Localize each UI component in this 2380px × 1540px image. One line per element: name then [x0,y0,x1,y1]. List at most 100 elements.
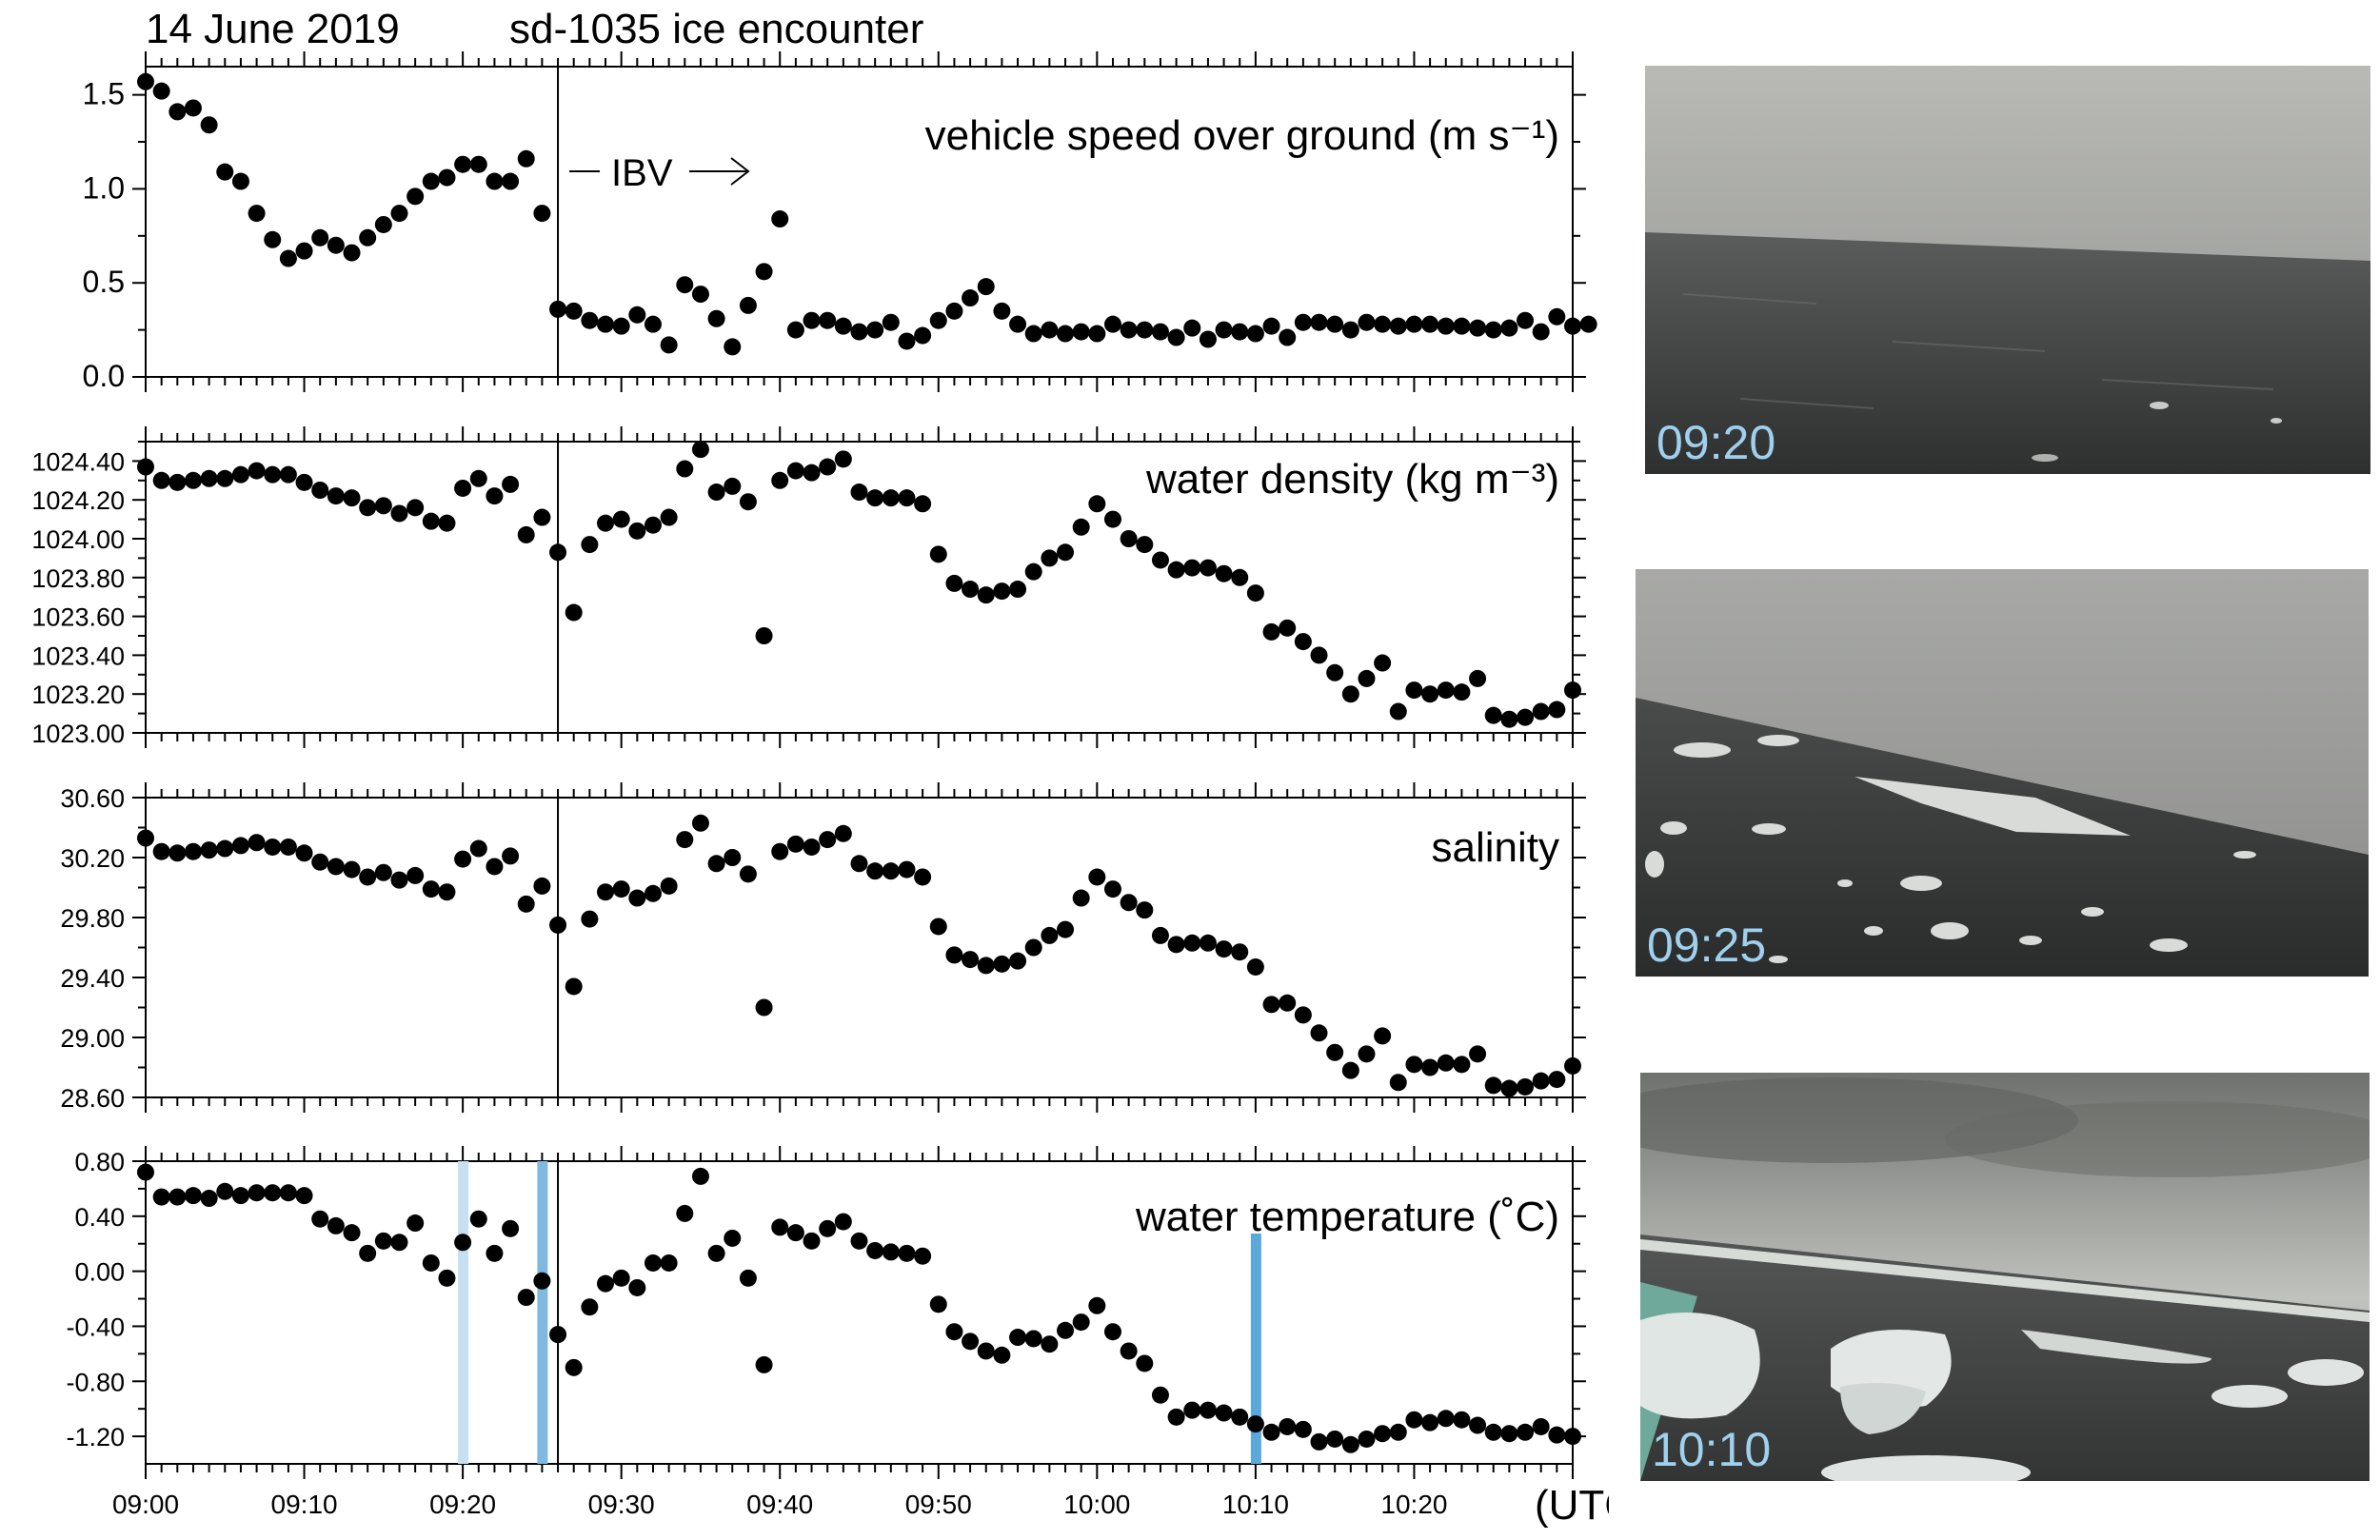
data-point [676,460,694,478]
x-tick-label: 09:40 [746,1490,813,1519]
data-point [407,866,425,884]
data-point [644,516,662,534]
data-point [533,508,551,526]
x-tick-label: 09:30 [588,1490,655,1519]
x-tick-label: 10:00 [1063,1490,1130,1519]
data-point [549,543,567,562]
y-tick-label: 28.60 [60,1084,125,1113]
data-point [628,1278,646,1296]
data-point [169,473,187,491]
data-point [1151,323,1169,341]
data-point [1041,1335,1059,1353]
y-tick-label: 1023.80 [31,564,125,593]
data-point [549,1326,567,1344]
data-point [1294,1420,1312,1438]
data-point [691,814,709,832]
data-point [184,842,202,860]
data-point [724,1229,742,1247]
data-point [390,205,408,223]
data-point [597,1274,615,1293]
data-point [1136,536,1154,554]
data-point [1453,1411,1471,1429]
data-point [327,236,345,254]
data-point [1437,1410,1455,1428]
data-point [169,1188,187,1206]
data-point [327,1216,345,1234]
data-point [1294,1006,1312,1024]
data-point [169,844,187,862]
photo-time-label: 09:25 [1647,918,1767,972]
data-point [1517,1423,1535,1441]
data-point [295,473,313,491]
data-point [1548,307,1566,326]
data-point [359,228,377,247]
data-point [755,263,773,281]
ibv-arrow-head [730,157,750,186]
data-point [1136,321,1154,339]
data-point [581,311,599,329]
data-point [1469,1416,1487,1434]
data-point [1421,685,1439,703]
data-point [311,482,329,499]
data-point [1326,663,1344,681]
data-point [739,296,757,314]
data-point [945,574,963,592]
data-point [200,1190,218,1208]
data-point [1437,681,1455,700]
x-unit-label: (UTC) [1535,1482,1609,1529]
data-point [1246,325,1264,343]
data-point [581,536,599,554]
data-point [707,855,725,873]
data-point [1389,1074,1407,1092]
data-point [1183,559,1201,577]
data-point [850,323,868,341]
photo-time-label: 09:20 [1656,416,1776,469]
data-point [407,188,425,206]
highlight-band-1010 [1250,1234,1261,1464]
charts-canvas: 14 June 2019 sd-1035 ice encounter 0.0 0.5 1… [31,6,1609,1529]
data-point [676,1204,694,1222]
data-point [1103,1323,1121,1341]
data-point [724,477,742,495]
data-point [962,951,980,969]
data-point [1326,1430,1344,1448]
highlight-band-0925 [537,1161,548,1464]
data-point [1421,315,1439,333]
data-point [248,1184,266,1202]
data-point [533,205,551,223]
data-point [914,495,932,513]
data-point [914,326,932,345]
data-point [834,1213,852,1231]
data-point [1183,934,1201,952]
data-point [279,838,297,856]
data-point [1215,1404,1233,1422]
data-point [803,838,821,856]
data-point [612,880,630,898]
data-point [803,311,821,329]
y-tick-label: -0.80 [66,1368,125,1396]
data-point [1215,321,1233,339]
data-point [803,464,821,482]
x-tick-label: 09:20 [429,1490,496,1519]
data-point [945,1323,963,1341]
data-point [469,469,487,487]
data-point [739,1269,757,1287]
data-point [231,465,249,484]
data-point [1057,325,1075,343]
data-point [517,149,535,168]
data-point [1500,1079,1518,1097]
data-point [660,877,678,895]
data-point [1484,321,1502,339]
y-tick-label: 1.0 [83,170,125,205]
data-point [1199,1401,1217,1419]
data-point [1009,952,1027,970]
data-point [786,1224,804,1242]
data-point [486,1244,504,1262]
data-point [1167,328,1185,346]
data-point [184,99,202,117]
x-tick-label: 09:10 [271,1490,338,1519]
data-point [549,300,567,318]
data-point [1231,568,1249,586]
data-point [454,155,472,173]
